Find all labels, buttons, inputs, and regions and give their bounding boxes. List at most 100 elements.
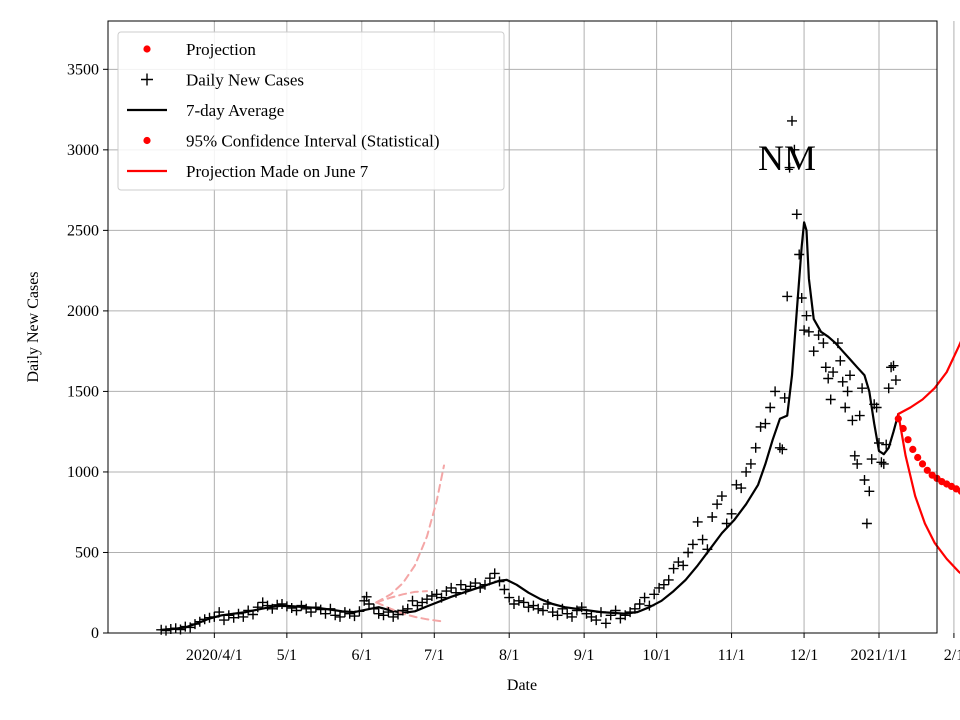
daily-case-marker — [787, 115, 797, 126]
daily-case-marker — [451, 587, 461, 598]
daily-case-marker — [591, 615, 602, 626]
daily-case-marker — [634, 599, 645, 609]
daily-case-marker — [291, 605, 302, 616]
legend-dot-marker — [143, 136, 151, 145]
daily-case-marker — [446, 582, 457, 593]
daily-case-marker — [825, 394, 836, 405]
y-tick-label: 3500 — [67, 61, 99, 78]
x-tick-label: 7/1 — [424, 647, 444, 664]
x-tick-label: 2020/4/1 — [186, 647, 243, 664]
series-line — [897, 412, 960, 575]
daily-case-marker — [320, 608, 331, 619]
daily-case-marker — [180, 621, 191, 632]
daily-case-marker — [823, 373, 834, 384]
daily-case-marker — [455, 579, 466, 590]
daily-case-marker — [310, 602, 321, 613]
daily-case-marker — [687, 539, 698, 550]
daily-case-marker — [857, 383, 868, 394]
daily-case-marker — [542, 599, 553, 609]
projection-point — [923, 466, 931, 474]
daily-case-marker — [325, 603, 336, 614]
daily-case-marker — [513, 595, 524, 606]
daily-case-marker — [883, 383, 894, 394]
daily-case-marker — [736, 483, 747, 494]
legend-item: Daily New Cases — [141, 71, 304, 90]
daily-case-marker — [402, 603, 413, 614]
daily-case-marker — [470, 578, 481, 589]
daily-case-marker — [165, 624, 176, 634]
daily-case-marker — [523, 602, 534, 613]
daily-case-marker — [803, 326, 814, 337]
daily-case-marker — [397, 605, 408, 616]
x-tick-label: 5/1 — [277, 647, 297, 664]
daily-case-marker — [779, 392, 790, 403]
daily-case-marker — [840, 402, 851, 413]
projection-point — [904, 436, 912, 444]
daily-case-marker — [344, 608, 355, 619]
daily-case-marker — [854, 410, 865, 421]
x-axis-label: Date — [507, 677, 537, 694]
daily-case-marker — [845, 370, 855, 381]
series-line — [375, 590, 428, 604]
daily-case-marker — [852, 458, 863, 469]
daily-case-marker — [252, 602, 263, 613]
y-tick-label: 500 — [75, 544, 99, 561]
daily-case-marker — [828, 367, 839, 378]
daily-case-marker — [871, 402, 882, 413]
daily-case-marker — [842, 386, 853, 397]
daily-case-marker — [832, 338, 843, 349]
daily-case-marker — [330, 610, 341, 621]
legend-box — [117, 31, 505, 191]
daily-case-marker — [649, 589, 660, 600]
x-tick-label: 9/1 — [574, 647, 594, 664]
daily-case-marker — [750, 442, 761, 453]
daily-case-marker — [567, 611, 577, 622]
daily-case-marker — [668, 563, 679, 574]
y-axis-label: Daily New Cases — [25, 271, 42, 382]
daily-case-marker — [849, 450, 860, 461]
series-line — [375, 464, 445, 604]
daily-case-marker — [697, 534, 708, 545]
daily-case-marker — [484, 573, 495, 584]
daily-case-marker — [349, 611, 360, 622]
daily-case-marker — [794, 249, 805, 260]
daily-case-marker — [238, 611, 249, 622]
daily-case-marker — [339, 607, 350, 618]
plot-area — [156, 115, 960, 636]
daily-case-marker — [716, 491, 727, 502]
y-tick-label: 0 — [91, 625, 99, 642]
daily-case-marker — [707, 512, 718, 522]
daily-case-marker — [861, 518, 872, 529]
daily-case-marker — [306, 607, 316, 618]
daily-case-marker — [209, 611, 220, 622]
x-tick-label: 2021/1/1 — [851, 647, 908, 664]
daily-case-marker — [538, 605, 548, 616]
daily-case-marker — [335, 611, 345, 622]
daily-case-marker — [426, 591, 437, 601]
series-line — [897, 340, 960, 416]
daily-case-marker — [407, 595, 418, 606]
daily-case-marker — [161, 625, 171, 636]
daily-case-marker — [760, 418, 771, 429]
projection-point — [957, 487, 960, 495]
daily-case-marker — [878, 458, 889, 469]
daily-case-marker — [663, 574, 674, 585]
x-tick-label: 11/1 — [718, 647, 746, 664]
daily-case-marker — [190, 619, 200, 630]
daily-case-marker — [533, 603, 544, 614]
daily-case-marker — [204, 612, 215, 623]
daily-case-marker — [277, 599, 287, 609]
daily-case-marker — [774, 442, 785, 453]
legend: Projection Daily New Cases 7-day Average 95… — [117, 31, 505, 191]
projection-point — [894, 415, 902, 423]
daily-case-marker — [866, 454, 877, 465]
daily-case-marker — [837, 376, 848, 387]
daily-case-marker — [847, 415, 858, 426]
daily-case-marker — [248, 609, 258, 620]
daily-case-marker — [726, 508, 737, 519]
y-tick-label: 2500 — [67, 222, 99, 239]
daily-case-marker — [745, 458, 756, 469]
daily-case-marker — [504, 592, 515, 603]
daily-case-marker — [770, 386, 781, 397]
daily-case-marker — [388, 611, 399, 622]
